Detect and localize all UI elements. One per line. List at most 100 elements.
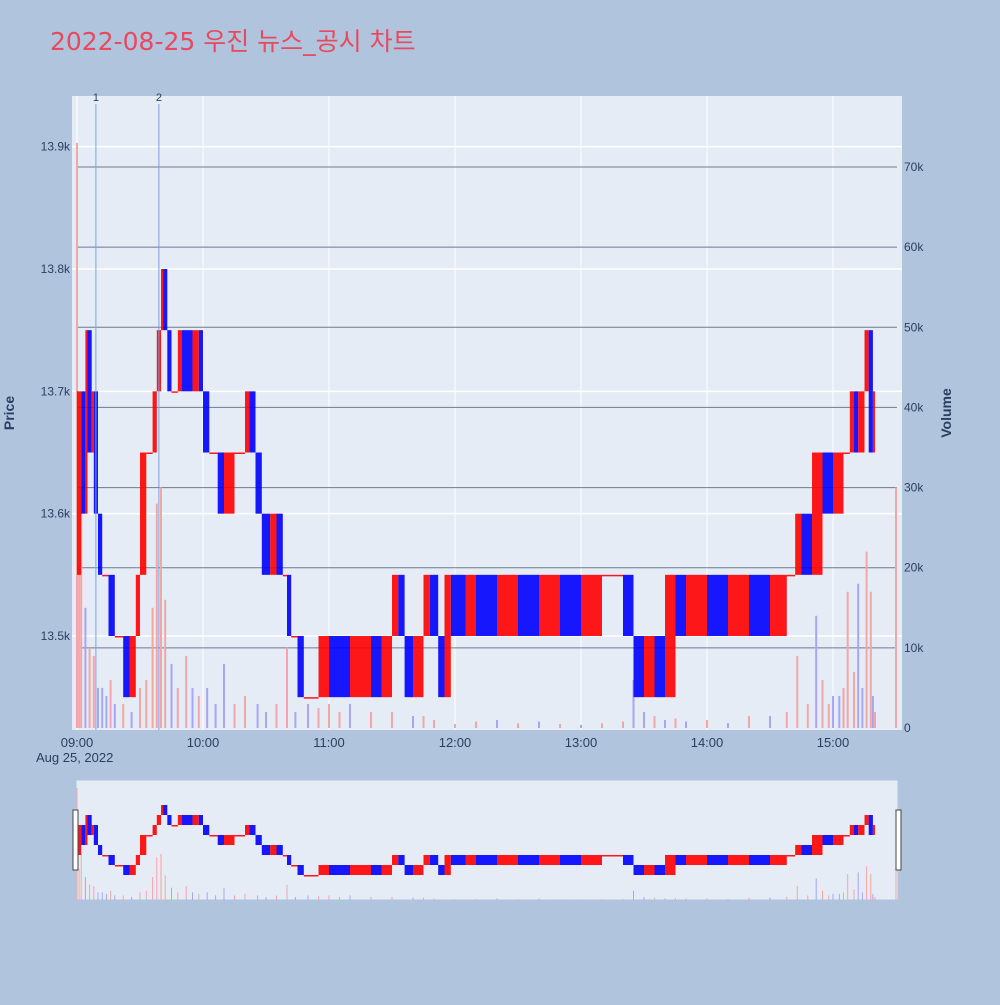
slider-volume-bar — [796, 886, 798, 900]
slider-price-candle — [255, 835, 262, 845]
price-candle — [868, 330, 873, 453]
price-candle — [560, 574, 581, 636]
volume-bar — [92, 655, 95, 728]
volume-bar — [391, 711, 393, 728]
price-candle — [665, 574, 676, 698]
volume-bar — [101, 687, 104, 728]
volume-bar — [244, 695, 246, 728]
slider-price-candle — [135, 855, 140, 865]
price-candle — [398, 574, 405, 636]
volume-bar — [601, 723, 603, 728]
range-slider[interactable] — [75, 779, 899, 901]
slider-volume-bar — [496, 898, 498, 900]
volume-bar — [815, 615, 818, 728]
price-candle — [140, 452, 147, 575]
volume-bar — [185, 655, 188, 728]
slider-volume-bar — [559, 899, 561, 900]
slider-volume-bar — [223, 887, 225, 900]
slider-volume-bar — [391, 896, 393, 900]
price-candle — [497, 574, 518, 636]
volume-bar — [632, 679, 635, 728]
price-candle — [129, 636, 136, 698]
price-candle — [249, 391, 256, 453]
slider-volume-bar — [78, 869, 80, 900]
slider-price-candle — [81, 825, 86, 845]
slider-price-candle — [822, 835, 833, 845]
volume-bar — [122, 703, 125, 728]
price-candle — [864, 330, 869, 392]
slider-price-candle — [854, 825, 859, 835]
slider-volume-bar — [433, 898, 435, 900]
range-slider-handle-right[interactable] — [895, 809, 902, 871]
price-candle — [135, 574, 140, 636]
volume-bar — [869, 591, 872, 728]
slider-price-candle — [318, 865, 329, 875]
price-candle — [318, 636, 329, 698]
slider-price-candle — [146, 835, 153, 837]
slider-price-candle — [868, 815, 873, 835]
price-candle — [98, 513, 103, 575]
time-tick-label: 09:00 — [61, 735, 94, 750]
volume-tick-label: 20k — [904, 561, 924, 575]
price-candle — [152, 391, 157, 453]
slider-price-candle — [329, 865, 350, 875]
volume-bar — [895, 487, 897, 728]
volume-tick-label: 70k — [904, 160, 924, 174]
volume-bar — [214, 703, 217, 728]
slider-price-candle — [858, 825, 865, 835]
volume-bar — [191, 687, 194, 728]
price-candle — [392, 574, 399, 636]
slider-price-candle — [623, 855, 634, 865]
volume-bar — [349, 703, 351, 728]
price-tick-label: 13.5k — [41, 629, 71, 643]
volume-bar — [842, 687, 845, 728]
price-candle — [644, 636, 655, 698]
time-tick-label: 12:00 — [439, 735, 472, 750]
slider-volume-bar — [769, 897, 771, 900]
slider-price-candle — [209, 835, 218, 837]
volume-bar — [874, 711, 876, 728]
x-date-label: Aug 25, 2022 — [36, 750, 113, 765]
slider-volume-bar — [84, 877, 86, 900]
price-candle — [465, 574, 476, 636]
volume-tick-label: 50k — [904, 320, 924, 334]
time-tick-label: 10:00 — [187, 735, 220, 750]
slider-price-candle — [303, 875, 319, 877]
slider-price-candle — [182, 815, 193, 825]
chart-title: 2022-08-25 우진 뉴스_공시 차트 — [50, 27, 416, 56]
slider-volume-bar — [870, 873, 872, 900]
volume-bar — [223, 663, 225, 728]
news-marker-label: 2 — [156, 92, 162, 104]
volume-bar — [496, 719, 498, 728]
slider-price-candle — [163, 805, 168, 815]
slider-volume-bar — [370, 896, 372, 900]
slider-price-candle — [350, 865, 371, 875]
slider-volume-bar — [580, 899, 582, 900]
volume-bar — [622, 721, 624, 728]
slider-price-candle — [245, 825, 250, 835]
slider-volume-bar — [633, 890, 634, 900]
price-candle — [245, 391, 250, 453]
price-candle — [177, 330, 182, 392]
price-candle — [146, 452, 153, 454]
time-tick-label: 15:00 — [817, 735, 850, 750]
slider-price-candle — [539, 855, 560, 865]
slider-volume-bar — [244, 893, 246, 900]
volume-bar — [559, 723, 561, 728]
slider-price-candle — [140, 835, 147, 855]
volume-bar — [422, 715, 425, 728]
price-candle — [623, 574, 634, 636]
slider-volume-bar — [622, 898, 624, 900]
volume-tick-label: 60k — [904, 240, 924, 254]
price-candle — [102, 574, 109, 577]
range-slider-handle-left[interactable] — [72, 809, 79, 871]
volume-bar — [827, 703, 830, 728]
slider-volume-bar — [895, 854, 897, 900]
slider-volume-bar — [234, 895, 235, 900]
volume-bar — [806, 703, 809, 728]
slider-price-candle — [444, 855, 451, 875]
slider-price-candle — [413, 865, 424, 875]
price-candle — [123, 636, 130, 698]
slider-price-candle — [177, 815, 182, 825]
